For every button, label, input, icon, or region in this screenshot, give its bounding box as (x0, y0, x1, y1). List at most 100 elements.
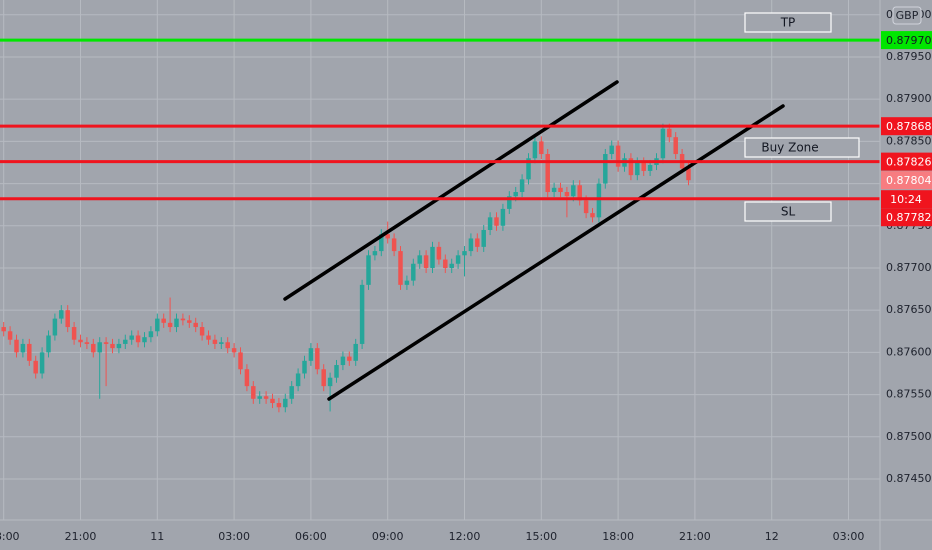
candle-body (660, 128, 666, 159)
candle-body (321, 369, 326, 387)
candle-body (257, 396, 262, 399)
candle-body (571, 185, 576, 197)
candle-body (52, 318, 58, 336)
annotation-box (744, 12, 832, 33)
candle-body (641, 162, 646, 171)
candle-body (513, 192, 518, 197)
candle-body (417, 255, 422, 264)
candle-body (238, 352, 243, 370)
candle-body (462, 251, 467, 256)
candle-body (500, 208, 506, 226)
candle-body (545, 154, 550, 193)
candle-body (91, 343, 96, 353)
candle-body (263, 396, 269, 399)
candle-body (27, 343, 32, 361)
x-tick-label: 03:00 (218, 530, 250, 543)
candle-body (212, 339, 218, 344)
candle-body (359, 284, 365, 344)
candle-body (327, 377, 333, 387)
candle-body (372, 251, 378, 256)
candle-body (423, 255, 429, 268)
candle-body (167, 322, 173, 328)
candle-body (404, 280, 410, 285)
annotation: TP (780, 16, 796, 30)
candle-body (443, 259, 448, 268)
candle-body (103, 342, 109, 344)
y-tick-label: 0.87500 (886, 430, 932, 443)
x-tick-label: 21:00 (679, 530, 711, 543)
candle-body (507, 196, 512, 209)
candle-body (539, 141, 544, 155)
candle-body (302, 360, 307, 374)
candle-body (14, 339, 19, 353)
levels (0, 38, 880, 201)
candle-body (487, 217, 493, 230)
candle-body (46, 335, 51, 353)
candle-body (187, 320, 192, 323)
level-label: 0.87970 (886, 34, 932, 47)
candle-body (564, 192, 570, 197)
candle-body (174, 318, 179, 328)
annotation-box (744, 137, 860, 158)
y-tick-label: 0.87950 (886, 50, 932, 63)
candle-body (110, 343, 115, 349)
candle-body (596, 183, 602, 218)
level-label: 0.87826 (886, 156, 932, 169)
candle-body (385, 234, 390, 239)
candle-body (315, 348, 320, 370)
x-tick-label: 09:00 (372, 530, 404, 543)
x-tick-label: 18:00 (602, 530, 634, 543)
candle-body (270, 398, 275, 404)
candle-body (142, 337, 147, 343)
y-tick-label: 0.87850 (886, 134, 932, 147)
currency: GBP (896, 9, 919, 22)
candle-body (603, 154, 608, 184)
candle-body (519, 179, 525, 193)
y-tick-label: 0.87450 (886, 472, 932, 485)
last-price-label: 0.87804 (886, 174, 932, 187)
candle-body (33, 360, 38, 374)
candle-body (673, 137, 678, 155)
candle-body (59, 310, 64, 319)
candle-body (455, 255, 461, 264)
candle-body (39, 352, 45, 374)
x-tick-label: 06:00 (295, 530, 327, 543)
channel-upper (283, 80, 619, 301)
y-tick-label: 0.87600 (886, 345, 932, 358)
candle-body (686, 168, 691, 181)
candle-body (161, 318, 166, 323)
level-label-box (881, 152, 932, 171)
candle-body (590, 213, 595, 218)
last-price-label-box (881, 171, 932, 190)
x-tick-label: 12:00 (449, 530, 481, 543)
candle-body (647, 165, 653, 171)
candle-body (71, 327, 77, 340)
candle-body (308, 348, 314, 361)
candle-body (20, 343, 26, 353)
level-label-box (881, 208, 932, 227)
y-tick-label: 0.87900 (886, 92, 932, 105)
candle-body (193, 322, 198, 328)
candle-body (289, 386, 294, 399)
x-tick-label: 21:00 (65, 530, 97, 543)
candle-body (667, 128, 672, 138)
channel-lower (327, 104, 785, 401)
candles (1, 123, 691, 413)
candle-body (494, 217, 499, 226)
x-tick-label: 18:00 (0, 530, 20, 543)
y-tick-label: 0.87700 (886, 261, 932, 274)
candle-body (411, 263, 416, 281)
candle-body (78, 339, 83, 343)
candle-body (231, 348, 237, 353)
candle-body (7, 331, 13, 340)
grid (0, 0, 880, 520)
candle-body (353, 343, 358, 361)
candle-body (295, 373, 301, 387)
currency-box[interactable] (892, 6, 922, 25)
countdown-box (881, 190, 932, 209)
candle-body (449, 263, 454, 268)
x-tick-label: 15:00 (525, 530, 557, 543)
x-tick-label: 12 (765, 530, 779, 543)
